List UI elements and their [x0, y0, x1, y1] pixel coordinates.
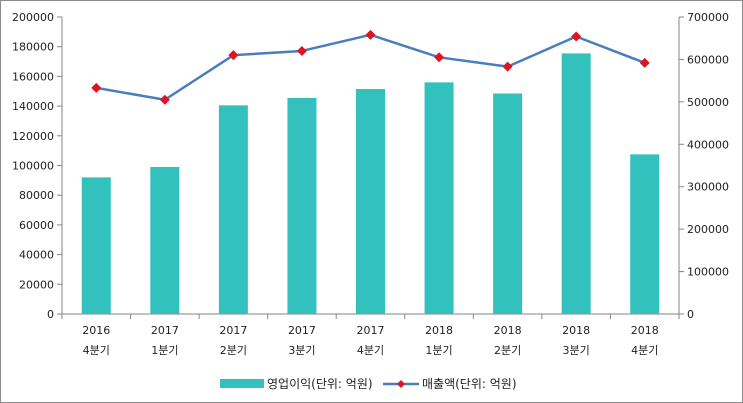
bar	[424, 82, 454, 314]
line-point	[571, 31, 582, 42]
line-point	[159, 94, 170, 105]
x-tick-label-year: 2018	[425, 324, 453, 337]
y-right-tick-label: 600000	[687, 53, 729, 66]
y-left-tick-label: 160000	[12, 70, 54, 83]
y-left-tick-label: 180000	[12, 41, 54, 54]
bar	[493, 93, 523, 314]
y-right-tick-label: 300000	[687, 181, 729, 194]
y-left-tick-label: 60000	[19, 219, 54, 232]
line-series	[91, 29, 650, 105]
line-point	[296, 45, 307, 56]
y-left-tick-label: 20000	[19, 278, 54, 291]
bar	[218, 105, 248, 314]
y-left-tick-label: 200000	[12, 11, 54, 24]
x-tick-label-year: 2017	[357, 324, 385, 337]
x-tick-label-quarter: 4분기	[83, 344, 110, 357]
bar	[356, 89, 385, 315]
y-right-tick-label: 500000	[687, 96, 729, 109]
y-right-tick-label: 700000	[687, 11, 729, 24]
bar	[630, 154, 660, 314]
x-tick-label-year: 2018	[631, 324, 659, 337]
bar	[81, 177, 111, 314]
x-tick-label-quarter: 3분기	[288, 344, 315, 357]
y-right-tick-label: 400000	[687, 138, 729, 151]
y-left-tick-label: 0	[47, 308, 54, 321]
legend-label-bar: 영업이익(단위: 억원)	[267, 377, 373, 391]
x-tick-label-year: 2018	[494, 324, 522, 337]
y-right-tick-label: 0	[687, 308, 694, 321]
line-point	[639, 57, 650, 68]
legend-swatch-marker	[397, 380, 405, 388]
legend-label-line: 매출액(단위: 억원)	[422, 377, 517, 391]
bar	[287, 97, 317, 315]
x-tick-label-quarter: 1분기	[151, 344, 178, 357]
x-tick-label-year: 2018	[562, 324, 590, 337]
line-point	[434, 52, 445, 63]
line-point	[228, 50, 239, 61]
x-tick-label-quarter: 2분기	[494, 344, 521, 357]
x-tick-label-quarter: 3분기	[563, 344, 590, 357]
y-left-tick-label: 80000	[19, 189, 54, 202]
x-tick-label-quarter: 4분기	[357, 344, 384, 357]
legend-swatch-bar	[220, 379, 264, 388]
line-point	[502, 61, 513, 72]
y-left-tick-label: 100000	[12, 160, 54, 173]
y-left-tick-label: 140000	[12, 100, 54, 113]
bar-series	[81, 53, 660, 315]
x-tick-label-year: 2017	[151, 324, 179, 337]
y-left-tick-label: 40000	[19, 249, 54, 262]
y-right-tick-label: 200000	[687, 223, 729, 236]
y-left-tick-label: 120000	[12, 130, 54, 143]
x-tick-label-year: 2017	[219, 324, 247, 337]
line-point	[91, 82, 102, 93]
x-tick-label-year: 2016	[82, 324, 110, 337]
bar	[561, 53, 591, 314]
x-tick-label-quarter: 2분기	[220, 344, 247, 357]
line-point	[365, 29, 376, 40]
y-right-tick-label: 100000	[687, 266, 729, 279]
legend: 영업이익(단위: 억원) 매출액(단위: 억원)	[220, 377, 517, 391]
x-tick-label-quarter: 1분기	[425, 344, 452, 357]
x-tick-label-year: 2017	[288, 324, 316, 337]
bar	[150, 166, 180, 314]
x-tick-label-quarter: 4분기	[631, 344, 658, 357]
